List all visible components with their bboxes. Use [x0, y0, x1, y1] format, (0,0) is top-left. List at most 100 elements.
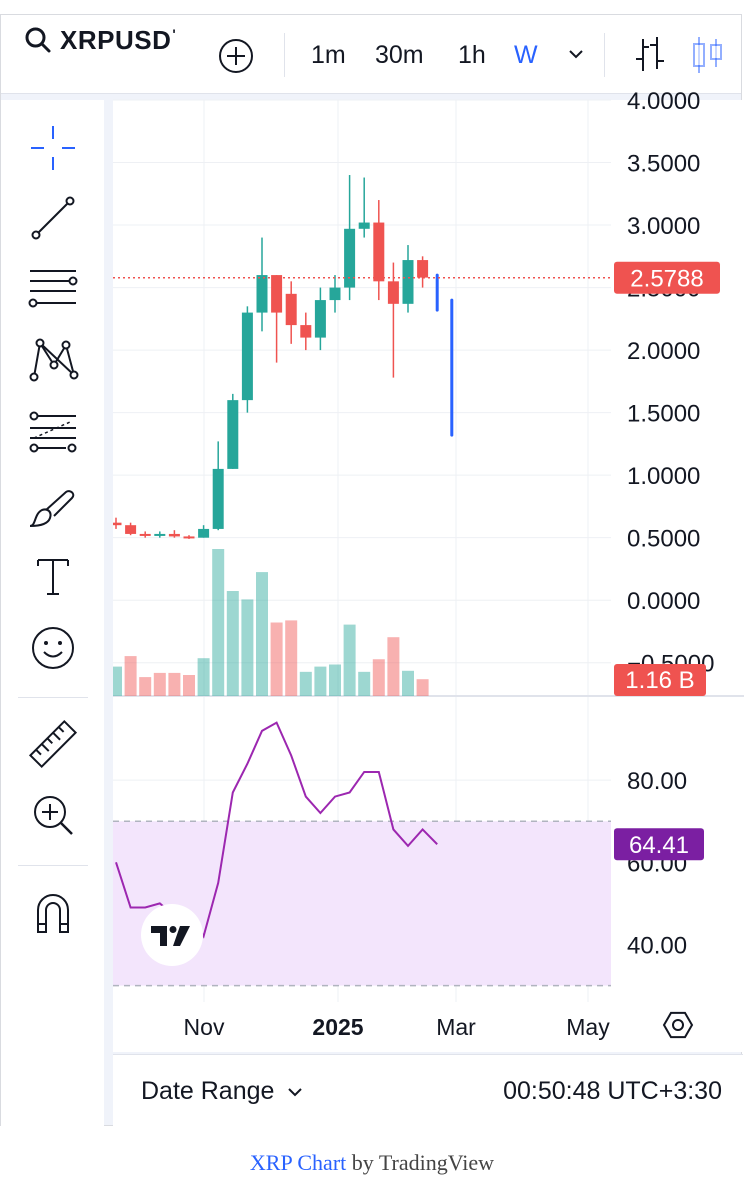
price-tick-label: 0.0000: [627, 588, 700, 615]
date-range-label: Date Range: [141, 1077, 275, 1105]
volume-bar: [113, 666, 122, 696]
rsi-value-label: 64.41: [629, 832, 689, 859]
volume-bar: [387, 637, 400, 696]
settings-icon-center: [672, 1019, 684, 1031]
candle-body: [198, 528, 210, 538]
candle-body: [183, 536, 195, 539]
candle-body: [329, 287, 341, 301]
settings-icon[interactable]: [662, 1011, 694, 1039]
volume-bar: [416, 679, 429, 696]
bottom-toolbar: Date Range 00:50:48 UTC+3:30: [113, 1054, 743, 1127]
time-axis-label: 2025: [312, 1014, 363, 1040]
interval-1m[interactable]: 1m: [311, 41, 346, 69]
zoom-in-icon[interactable]: [26, 788, 80, 842]
interval-1h[interactable]: 1h: [458, 41, 486, 69]
candle-body: [241, 312, 253, 401]
widget-credit: XRP Chart by TradingView: [0, 1150, 744, 1176]
volume-bar: [153, 672, 166, 696]
volume-bar: [139, 677, 152, 696]
volume-label: 1.16 B: [625, 667, 694, 694]
chevron-down-icon: [288, 1087, 303, 1096]
parallel-lines-icon[interactable]: [26, 261, 80, 315]
tradingview-logo[interactable]: [140, 903, 204, 967]
toolbar-divider: [18, 865, 88, 866]
candle-body: [402, 260, 414, 304]
candles-style-icon[interactable]: [688, 33, 728, 77]
candle-body: [113, 522, 122, 526]
price-tick-label: 3.5000: [627, 151, 700, 178]
brush-icon[interactable]: [26, 480, 80, 534]
price-tick-label: 3.0000: [627, 213, 700, 240]
volume-bar: [212, 549, 225, 696]
volume-bar: [256, 572, 268, 696]
volume-badge: [614, 664, 706, 696]
candle-body: [373, 222, 385, 282]
magnet-icon[interactable]: [26, 886, 80, 940]
volume-bar: [183, 675, 195, 696]
last-price-badge: [614, 261, 720, 294]
emoji-icon[interactable]: [26, 621, 80, 675]
volume-bar: [299, 671, 312, 696]
volume-bar: [270, 622, 283, 696]
volume-bar: [402, 670, 414, 696]
price-tick-label: 1.0000: [627, 463, 700, 490]
volume-bar: [372, 659, 385, 696]
interval-w[interactable]: W: [514, 41, 538, 69]
candle-body: [417, 260, 429, 278]
price-tick-label: 2.0000: [627, 338, 700, 365]
clock-timezone[interactable]: 00:50:48 UTC+3:30: [503, 1077, 722, 1105]
rsi-badge: [614, 828, 704, 861]
price-chart[interactable]: 4.00003.50003.00002.50002.00001.50001.00…: [0, 0, 744, 1054]
candle-body: [271, 275, 283, 313]
candle-body: [154, 533, 166, 536]
volume-bar: [285, 620, 298, 696]
rsi-band: [113, 821, 611, 986]
ruler-icon[interactable]: [26, 717, 80, 771]
date-range-button[interactable]: Date Range: [141, 1077, 306, 1106]
toolbar-divider: [284, 33, 285, 77]
time-axis-label: May: [566, 1014, 610, 1040]
volume-bar: [314, 666, 327, 696]
candle-body: [227, 400, 239, 469]
compare-add-icon[interactable]: [218, 38, 254, 74]
crosshair-icon[interactable]: [26, 121, 80, 175]
text-tool-icon[interactable]: [26, 550, 80, 604]
candle-body: [314, 300, 326, 338]
chart-link[interactable]: XRP Chart: [249, 1150, 347, 1175]
rsi-tick-label: 80.00: [627, 768, 687, 795]
volume-bar: [197, 658, 210, 696]
price-tick-label: 0.5000: [627, 526, 700, 553]
volume-bar: [226, 591, 239, 696]
volume-bar: [358, 671, 371, 696]
bar-style-icon[interactable]: [630, 33, 670, 77]
candle-body: [285, 293, 297, 326]
candle-body: [387, 281, 399, 304]
volume-bar: [241, 599, 254, 696]
symbol-search[interactable]: XRPUSD ': [24, 20, 176, 60]
search-icon: [25, 27, 51, 53]
candle-body: [125, 525, 137, 534]
pattern-icon[interactable]: [26, 331, 80, 385]
chevron-down-icon[interactable]: [566, 44, 586, 64]
price-tick-label: 4.0000: [627, 88, 700, 115]
trend-line-icon[interactable]: [26, 191, 80, 245]
toolbar-divider: [18, 697, 88, 698]
volume-bar: [168, 672, 181, 696]
candle-body: [139, 533, 151, 536]
volume-bar: [124, 656, 137, 696]
rsi-tick-label: 40.00: [627, 932, 687, 959]
symbol-label: XRPUSD: [60, 24, 172, 55]
time-axis-label: Mar: [436, 1014, 476, 1040]
settings-icon-hexagon: [662, 1011, 694, 1039]
credit-text: by TradingView: [351, 1150, 495, 1175]
interval-30m[interactable]: 30m: [375, 41, 424, 69]
candle-body: [256, 275, 268, 313]
candle-body: [344, 228, 356, 288]
toolbar-divider: [604, 33, 605, 77]
candle-body: [300, 325, 312, 338]
candle-body: [212, 468, 224, 529]
last-price-label: 2.5788: [630, 266, 703, 293]
fib-retracement-icon[interactable]: [26, 406, 80, 460]
candle-body: [168, 533, 180, 537]
candle-body: [358, 222, 370, 229]
